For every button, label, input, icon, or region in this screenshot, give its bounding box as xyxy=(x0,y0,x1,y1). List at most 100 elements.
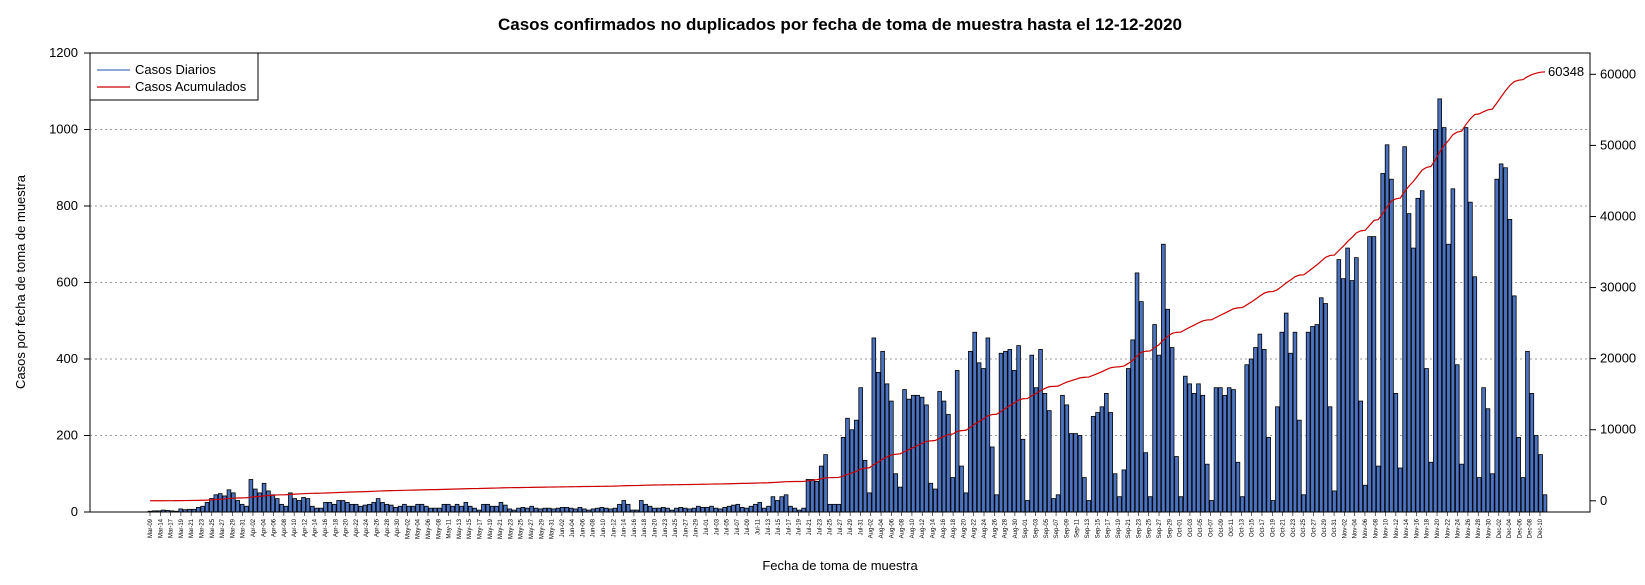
daily-bar xyxy=(472,507,477,513)
cumulative-end-label: 60348 xyxy=(1548,64,1584,79)
daily-bar xyxy=(1060,394,1065,513)
daily-bar xyxy=(968,350,973,513)
daily-bar xyxy=(1455,364,1460,513)
x-tick-label: Jun-14 xyxy=(622,518,628,537)
x-tick-label: Nov-28 xyxy=(1476,518,1482,538)
daily-bar xyxy=(674,507,679,513)
daily-bar xyxy=(858,387,863,513)
daily-bar xyxy=(375,498,381,513)
daily-bar xyxy=(603,507,609,513)
cumulative-line-group xyxy=(149,71,1546,502)
x-tick-label: May-04 xyxy=(416,518,422,539)
daily-bar xyxy=(305,498,311,513)
daily-bar xyxy=(1428,461,1434,513)
daily-bar xyxy=(1446,243,1451,513)
daily-bar xyxy=(875,371,881,513)
daily-bar xyxy=(546,507,552,513)
daily-bar xyxy=(652,507,657,513)
x-tick-label: Jul-29 xyxy=(848,518,854,535)
x-tick-label: Sep-05 xyxy=(1044,518,1050,538)
daily-bar xyxy=(849,429,855,513)
daily-bar xyxy=(235,500,240,513)
x-tick-label: Nov-18 xyxy=(1425,518,1431,538)
daily-bar xyxy=(704,507,710,513)
daily-bar xyxy=(402,503,407,513)
daily-bar xyxy=(1472,276,1478,513)
daily-bar xyxy=(406,505,412,513)
daily-bar xyxy=(1367,236,1372,513)
x-tick-label: Oct-13 xyxy=(1239,518,1245,537)
daily-bar xyxy=(410,505,416,513)
daily-bar xyxy=(1512,295,1517,513)
daily-bar xyxy=(358,505,363,513)
daily-bar xyxy=(489,505,495,513)
x-tick-label: May-08 xyxy=(436,518,442,539)
daily-bar xyxy=(288,492,293,513)
daily-bar xyxy=(1314,324,1320,513)
x-tick-label: Apr-08 xyxy=(282,518,288,537)
daily-bar xyxy=(625,503,631,513)
daily-bar xyxy=(1121,469,1127,513)
daily-bar xyxy=(1340,278,1346,513)
daily-bar xyxy=(779,496,784,513)
x-tick-label: Oct-07 xyxy=(1209,518,1215,537)
daily-bar xyxy=(924,404,929,513)
daily-bar xyxy=(331,503,337,513)
daily-bar xyxy=(1437,98,1442,513)
daily-bar xyxy=(1323,303,1328,513)
daily-bar xyxy=(1327,406,1333,513)
x-axis-title: Fecha de toma de muestra xyxy=(762,558,918,573)
x-tick-label: May-17 xyxy=(477,518,483,539)
x-tick-label: Jun-18 xyxy=(642,518,648,537)
x-tick-label: Jul-01 xyxy=(704,518,710,535)
daily-bar xyxy=(884,383,890,513)
x-tick-label: Aug-16 xyxy=(941,518,947,538)
daily-bar xyxy=(253,488,258,513)
y2-tick-label: 20000 xyxy=(1600,351,1636,366)
daily-bar xyxy=(735,503,741,513)
daily-bar xyxy=(1011,370,1017,513)
daily-bar xyxy=(1209,500,1214,513)
daily-bar xyxy=(832,503,837,513)
daily-bar xyxy=(1178,496,1184,513)
daily-bar xyxy=(941,400,947,513)
x-tick-label: Mar-25 xyxy=(210,518,216,538)
daily-bar xyxy=(380,502,385,513)
daily-bar xyxy=(371,502,376,513)
x-tick-label: Apr-28 xyxy=(385,518,391,537)
daily-bar xyxy=(612,507,618,513)
daily-bar xyxy=(713,507,719,513)
daily-bar xyxy=(726,505,732,513)
daily-bar xyxy=(560,507,565,513)
daily-bar xyxy=(529,505,534,513)
daily-bar xyxy=(1235,461,1241,513)
y2-tick-label: 10000 xyxy=(1600,422,1636,437)
x-tick-label: Apr-20 xyxy=(344,518,350,537)
daily-bar xyxy=(323,502,328,513)
daily-bar xyxy=(261,482,267,513)
daily-bar xyxy=(1187,383,1192,513)
daily-bar xyxy=(1257,333,1263,513)
daily-bar xyxy=(889,400,894,513)
x-tick-label: Oct-15 xyxy=(1250,518,1256,537)
daily-bar xyxy=(525,507,530,513)
daily-bar xyxy=(643,503,648,513)
daily-bar xyxy=(1183,375,1188,513)
daily-bar xyxy=(1047,410,1052,513)
daily-bar xyxy=(494,505,499,513)
daily-bar xyxy=(1143,452,1149,513)
x-tick-label: Jun-16 xyxy=(632,518,638,537)
daily-bar xyxy=(1358,400,1364,513)
daily-bar xyxy=(1068,433,1074,513)
daily-bar xyxy=(1112,473,1118,513)
daily-bars xyxy=(147,98,1548,513)
daily-bar xyxy=(810,479,815,513)
daily-bar xyxy=(691,507,697,513)
x-tick-label: Jul-21 xyxy=(807,518,813,535)
daily-bar xyxy=(1419,190,1425,513)
x-tick-label: Aug-26 xyxy=(992,518,998,538)
x-tick-label: Mar-17 xyxy=(169,518,175,538)
daily-bar xyxy=(503,504,508,513)
daily-bar xyxy=(775,500,780,513)
x-tick-label: Jul-19 xyxy=(797,518,803,535)
